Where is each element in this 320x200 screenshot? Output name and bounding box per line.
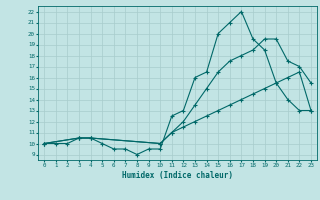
X-axis label: Humidex (Indice chaleur): Humidex (Indice chaleur) xyxy=(122,171,233,180)
